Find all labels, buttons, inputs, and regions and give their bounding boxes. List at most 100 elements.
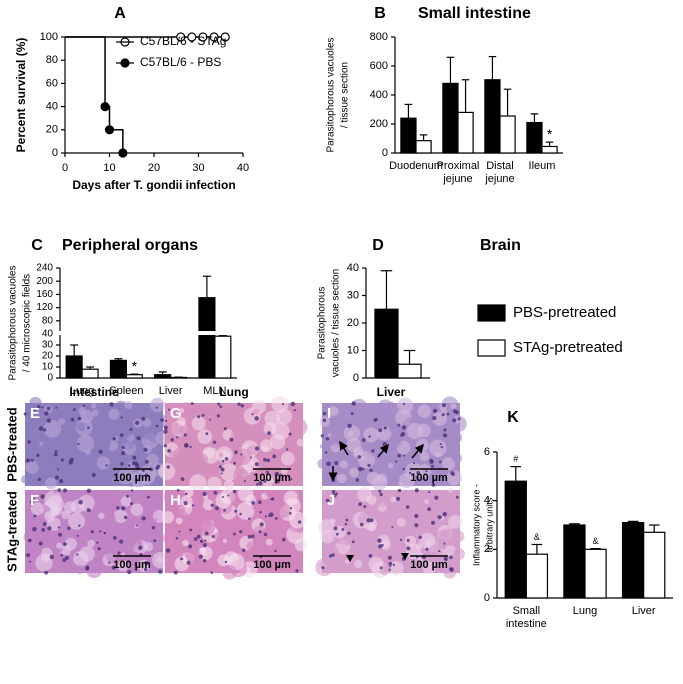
tissue-texture: [317, 458, 327, 469]
nucleus: [68, 460, 73, 465]
nucleus: [70, 417, 75, 422]
nucleus: [333, 526, 338, 531]
tissue-texture: [351, 398, 368, 415]
survival-point: [220, 32, 230, 42]
nucleus: [41, 406, 44, 409]
y-axis-label: arbitrary units: [484, 497, 494, 552]
x-tick-label: 0: [62, 162, 68, 174]
nucleus: [202, 559, 207, 563]
x-tick-label: Distal: [486, 160, 514, 172]
bar: [499, 115, 516, 154]
y-tick-label: 2: [484, 543, 490, 555]
bar: [621, 521, 645, 599]
x-tick-label: Liver: [159, 385, 183, 397]
row-header: STAg-treated: [4, 491, 19, 572]
nucleus: [425, 547, 429, 551]
error-bar: [488, 55, 497, 80]
nucleus: [28, 538, 32, 542]
nucleus: [141, 516, 146, 521]
nucleus: [239, 512, 242, 516]
tissue-texture: [377, 458, 391, 472]
error-bar: [202, 275, 211, 298]
tissue-texture: [293, 405, 300, 413]
nucleus: [42, 522, 47, 526]
y-tick-label: 6: [484, 446, 490, 458]
nucleus: [335, 492, 339, 495]
nucleus: [120, 506, 126, 511]
tissue-texture: [375, 501, 382, 508]
nucleus: [414, 488, 419, 493]
nucleus: [96, 541, 99, 544]
nucleus: [257, 500, 262, 505]
nucleus: [382, 441, 387, 447]
nucleus: [328, 554, 333, 558]
y-tick-label: 100: [40, 31, 58, 43]
nucleus: [32, 526, 37, 532]
nucleus: [167, 449, 172, 453]
tissue-texture: [382, 408, 388, 414]
tissue-texture: [161, 511, 175, 524]
tissue-texture: [30, 502, 44, 516]
tissue-texture: [130, 503, 144, 517]
nucleus: [141, 469, 145, 472]
nucleus: [264, 515, 267, 518]
arrow: [411, 443, 424, 459]
panel-letter: H: [170, 492, 181, 509]
nucleus: [180, 477, 185, 482]
tissue-texture: [354, 559, 363, 568]
nucleus: [425, 470, 428, 473]
legend-swatch: [477, 339, 506, 357]
nucleus: [108, 561, 111, 564]
panel-title: Brain: [480, 237, 521, 254]
bar: [400, 117, 417, 154]
y-axis-label: Percent survival (%): [14, 38, 28, 153]
tissue-texture: [143, 432, 151, 440]
nucleus: [254, 446, 260, 451]
error-bar: [648, 524, 660, 533]
tissue-texture: [117, 468, 134, 485]
bar: [442, 82, 459, 154]
tissue-texture: [231, 546, 236, 551]
survival-point: [104, 125, 115, 135]
tissue-texture: [92, 433, 111, 452]
nucleus: [268, 512, 274, 517]
nucleus: [438, 460, 442, 464]
nucleus: [40, 494, 45, 499]
tissue-texture: [329, 518, 336, 524]
x-tick-label: MLN: [203, 385, 226, 397]
y-tick-label: 80: [42, 315, 54, 326]
nucleus: [202, 543, 207, 548]
legend-label: STAg-pretreated: [513, 339, 623, 356]
nucleus: [218, 465, 222, 469]
tissue-texture: [272, 492, 280, 500]
nucleus: [427, 507, 432, 512]
tissue-texture: [162, 532, 174, 544]
nucleus: [439, 443, 442, 446]
tissue-texture: [56, 542, 63, 549]
y-tick-label: 20: [42, 351, 54, 362]
tissue-texture: [153, 518, 158, 523]
nucleus: [276, 479, 281, 484]
scale-bar-label: 100 µm: [113, 472, 151, 484]
nucleus: [180, 557, 184, 561]
tissue-texture: [215, 493, 231, 509]
nucleus: [248, 517, 251, 520]
tissue-texture: [163, 489, 178, 504]
nucleus: [127, 464, 131, 467]
panel-letter: J: [327, 492, 335, 509]
error-bar: [545, 141, 554, 147]
tissue-texture: [281, 451, 295, 466]
nucleus: [331, 489, 336, 494]
nucleus: [33, 514, 37, 518]
nucleus: [418, 535, 422, 540]
bar: [563, 524, 586, 599]
nucleus: [144, 459, 149, 464]
error-bar: [461, 79, 470, 113]
nucleus: [153, 539, 157, 543]
nucleus: [368, 554, 373, 558]
nucleus: [263, 532, 268, 537]
tissue-texture: [96, 456, 110, 470]
nucleus: [240, 404, 245, 408]
nucleus: [30, 458, 34, 462]
tissue-texture: [234, 430, 247, 443]
